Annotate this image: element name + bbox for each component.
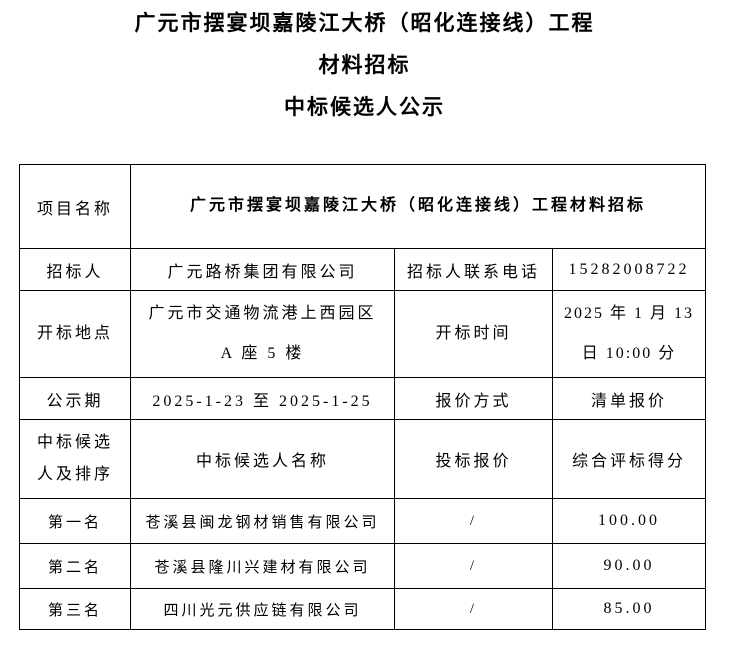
candidate-bid-cell: / [394,543,553,590]
candidate-score-cell: 100.00 [551,498,707,545]
project-name-row: 项目名称 广元市摆宴坝嘉陵江大桥（昭化连接线）工程材料招标 [19,164,707,250]
title-line-2: 材料招标 [318,53,411,78]
tenderer-value-cell: 广元路桥集团有限公司 [130,248,395,292]
open-time-label-cell: 开标时间 [394,290,553,379]
bid-price-header-cell: 投标报价 [394,419,553,500]
project-name-value-cell: 广元市摆宴坝嘉陵江大桥（昭化连接线）工程材料招标 [129,164,707,250]
open-time-value-cell: 2025 年 1 月 13 日 10:00 分 [551,290,707,379]
project-name-text: 广元市摆宴坝嘉陵江大桥（昭化连接线）工程材料招标 [190,197,647,215]
candidate-row-3: 第三名 四川光元供应链有限公司 / 85.00 [19,588,707,631]
score-header-cell: 综合评标得分 [551,419,707,500]
quote-method-label-cell: 报价方式 [394,377,553,421]
publicity-period-row: 公示期 2025-1-23 至 2025-1-25 报价方式 清单报价 [19,377,707,421]
project-name-label-cell: 项目名称 [19,164,131,250]
open-place-text: 广元市交通物流港上西园区 A 座 5 楼 [148,305,377,363]
tenderer-phone-label-cell: 招标人联系电话 [394,248,553,292]
bid-opening-row: 开标地点 广元市交通物流港上西园区 A 座 5 楼 开标时间 2025 年 1 … [19,290,707,379]
candidate-name-cell: 苍溪县隆川兴建材有限公司 [130,543,395,590]
candidate-bid-cell: / [394,588,553,631]
tenderer-label-cell: 招标人 [19,248,131,292]
title-line-1: 广元市摆宴坝嘉陵江大桥（昭化连接线）工程 [134,11,595,35]
title-line-3: 中标候选人公示 [284,95,445,120]
open-place-value-cell: 广元市交通物流港上西园区 A 座 5 楼 [130,290,395,379]
open-place-label-cell: 开标地点 [19,290,131,379]
quote-method-value-cell: 清单报价 [551,377,707,421]
publicity-period-label-cell: 公示期 [19,377,131,421]
tenderer-phone-value-cell: 15282008722 [551,248,707,292]
candidate-row-2: 第二名 苍溪县隆川兴建材有限公司 / 90.00 [19,543,707,590]
publicity-period-value-cell: 2025-1-23 至 2025-1-25 [130,377,395,421]
candidate-rank-cell: 第三名 [19,588,131,631]
candidate-row-1: 第一名 苍溪县闽龙钢材销售有限公司 / 100.00 [19,498,707,545]
candidates-header-row: 中标候选人及排序 中标候选人名称 投标报价 综合评标得分 [19,419,707,500]
candidates-rank-header-cell: 中标候选人及排序 [19,419,131,500]
candidate-name-cell: 四川光元供应链有限公司 [130,588,395,631]
candidate-rank-cell: 第一名 [19,498,131,545]
open-time-text: 2025 年 1 月 13 日 10:00 分 [564,305,695,363]
candidates-rank-header-text: 中标候选人及排序 [36,434,113,484]
bid-notice-table: 项目名称 广元市摆宴坝嘉陵江大桥（昭化连接线）工程材料招标 招标人 广元路桥集团… [19,164,707,631]
candidate-score-cell: 90.00 [551,543,707,590]
candidate-rank-cell: 第二名 [19,543,131,590]
tenderer-row: 招标人 广元路桥集团有限公司 招标人联系电话 15282008722 [19,248,707,292]
candidates-name-header-cell: 中标候选人名称 [130,419,395,500]
candidate-bid-cell: / [394,498,553,545]
candidate-score-cell: 85.00 [551,588,707,631]
document-title: 广元市摆宴坝嘉陵江大桥（昭化连接线）工程 材料招标 中标候选人公示 [0,0,729,119]
candidate-name-cell: 苍溪县闽龙钢材销售有限公司 [130,498,395,545]
